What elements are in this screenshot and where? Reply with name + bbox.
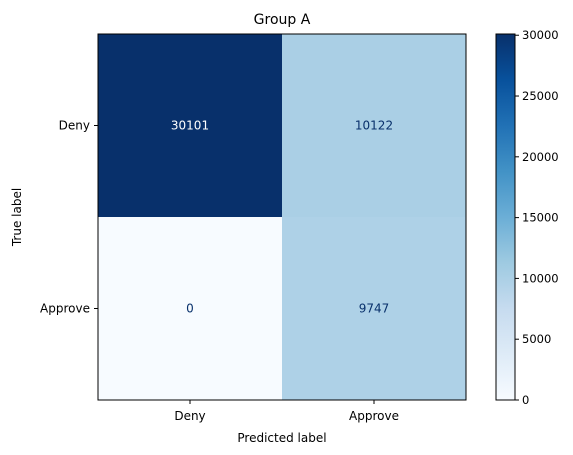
matrix-cell — [98, 34, 282, 217]
matrix-cell — [98, 217, 282, 400]
y-axis-label: True label — [10, 188, 24, 247]
cell-value-label: 10122 — [355, 119, 393, 133]
colorbar-ticks: 0 5000 10000 15000 20000 25000 30000 — [515, 28, 559, 407]
plot-frame — [97, 33, 467, 401]
colorbar-tick-label: 0 — [522, 393, 529, 407]
y-tick-label: Deny — [59, 119, 90, 133]
matrix-cell — [282, 34, 466, 217]
colorbar-tick-label: 10000 — [522, 271, 559, 285]
y-axis-ticks: Deny Approve — [40, 119, 98, 316]
x-axis-ticks: Deny Approve — [174, 400, 399, 423]
y-tick-label: Approve — [40, 302, 90, 316]
colorbar-tick-label: 5000 — [522, 332, 551, 346]
cell-value-label: 30101 — [171, 119, 209, 133]
colorbar-tick-label: 25000 — [522, 89, 559, 103]
colorbar — [495, 33, 516, 401]
colorbar-tick-label: 20000 — [522, 150, 559, 164]
cell-value-label: 9747 — [359, 302, 390, 316]
x-tick-label: Deny — [174, 409, 205, 423]
cell-value-label: 0 — [186, 302, 194, 316]
x-axis-label: Predicted label — [237, 431, 326, 445]
chart-title: Group A — [254, 12, 311, 28]
colorbar-tick-label: 30000 — [522, 28, 559, 42]
matrix-cell — [282, 217, 466, 400]
matrix-cell-labels: 30101 10122 0 9747 — [171, 119, 393, 316]
colorbar-tick-label: 15000 — [522, 211, 559, 225]
x-tick-label: Approve — [349, 409, 399, 423]
matrix-cells — [98, 34, 466, 400]
